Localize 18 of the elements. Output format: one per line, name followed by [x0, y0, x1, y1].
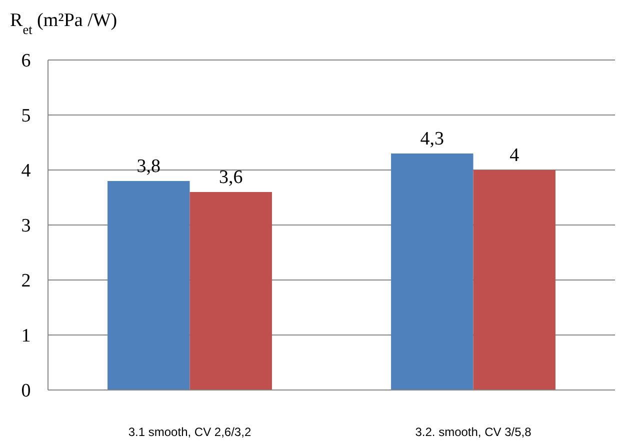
bar [108, 181, 190, 390]
bar [473, 170, 556, 390]
y-tick-label: 4 [21, 160, 32, 182]
y-tick-label: 1 [21, 326, 31, 347]
bar [391, 154, 474, 390]
y-tick-label: 0 [21, 380, 31, 402]
y-tick-label: 5 [21, 106, 31, 127]
data-label: 3,6 [218, 167, 243, 188]
y-axis-title: R$_{et}$ (m²Pa /W) [10, 10, 118, 36]
data-label: 4 [510, 145, 520, 166]
y-tick-label: 3 [21, 216, 31, 237]
x-tick-label: 3.1 smooth, CV 2,6/3,2 [128, 425, 252, 439]
y-tick-label: 2 [21, 270, 31, 292]
data-label: 4,3 [420, 128, 444, 150]
bar [190, 192, 272, 390]
data-label: 3,8 [136, 156, 161, 177]
y-tick-label: 6 [21, 50, 31, 72]
x-tick-label: 3.2. smooth, CV 3/5,8 [415, 425, 532, 439]
